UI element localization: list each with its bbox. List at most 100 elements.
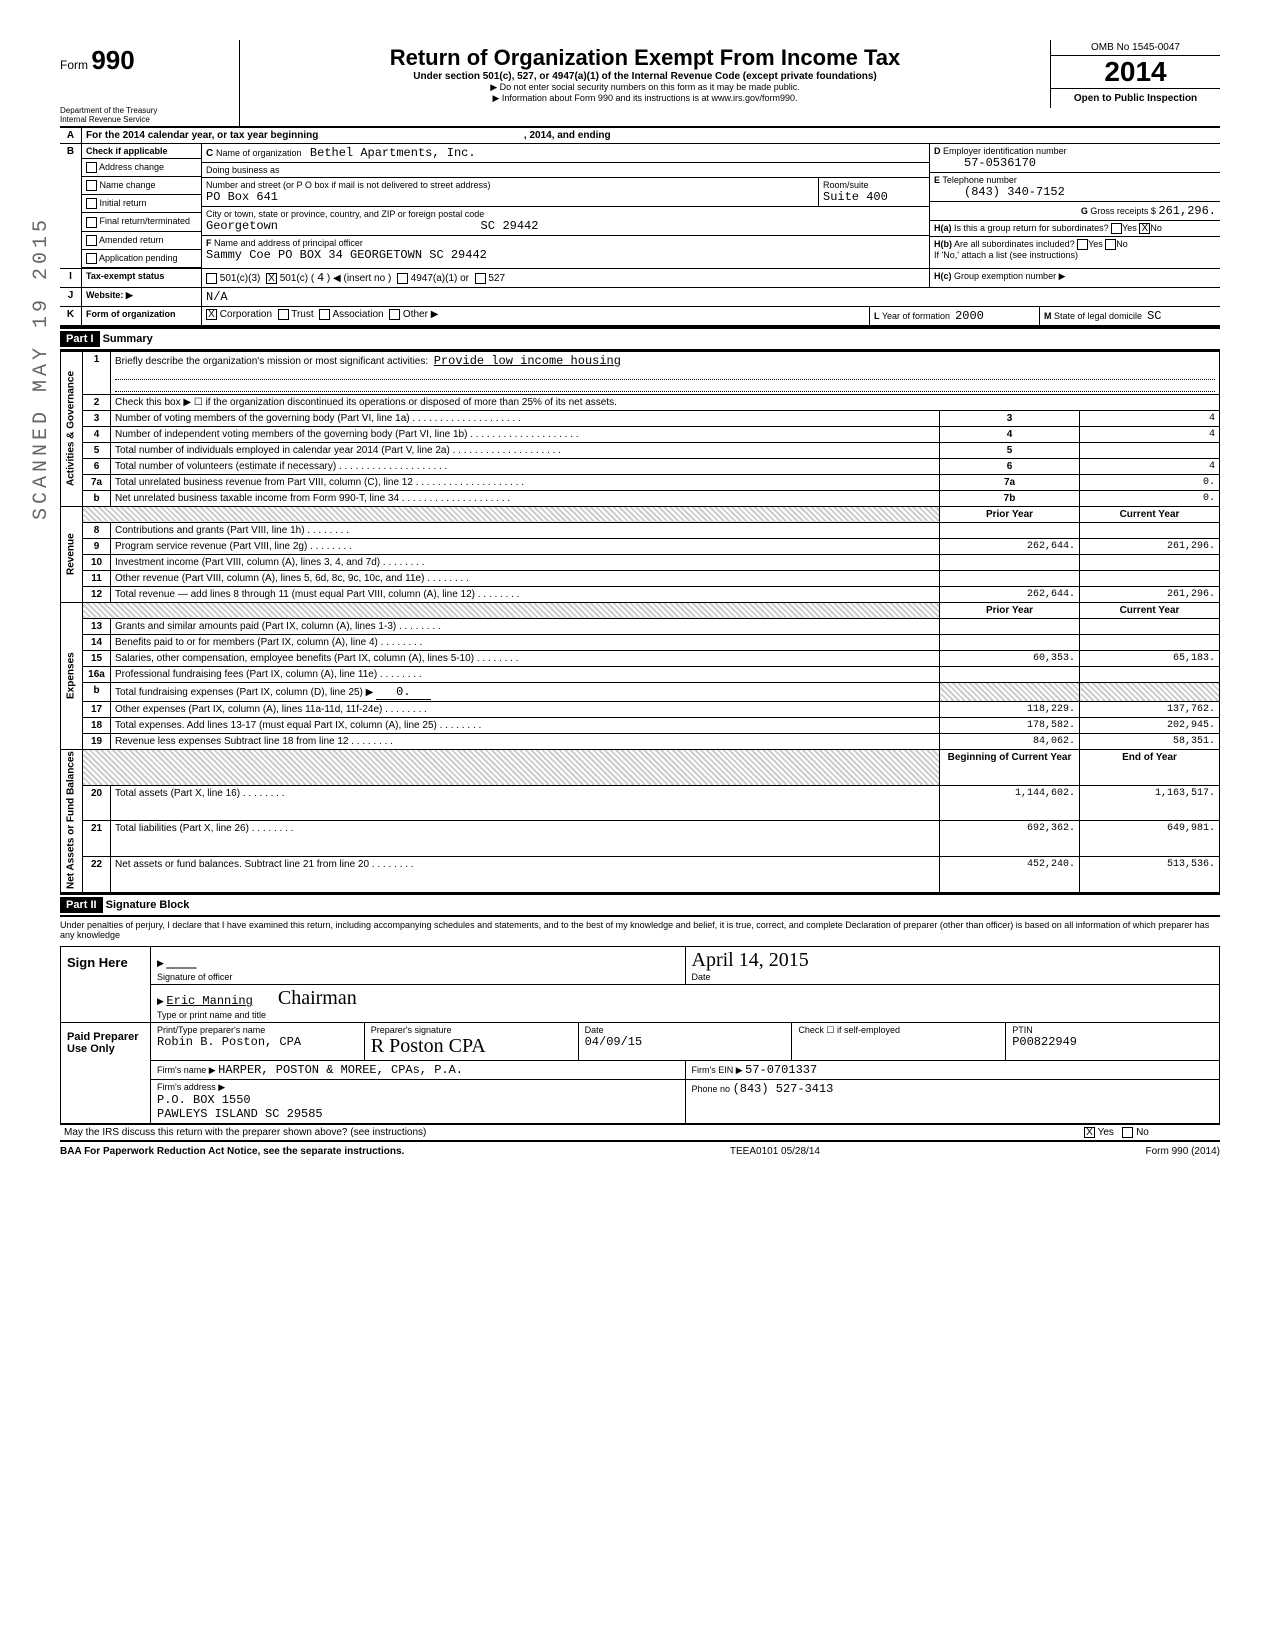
form-note2: ▶ Information about Form 990 and its ins…: [250, 93, 1040, 104]
j-label: Website: ▶: [82, 288, 202, 306]
city-label: City or town, state or province, country…: [206, 209, 484, 219]
form-header: Form 990 Department of the Treasury Inte…: [60, 40, 1220, 128]
part2-head: Part II: [60, 897, 103, 913]
org-room: Suite 400: [823, 190, 888, 204]
527-checkbox[interactable]: [475, 273, 486, 284]
signature-block: Sign Here ▶ ___ Signature of officer Apr…: [60, 946, 1220, 1125]
date-label: Date: [692, 972, 711, 982]
preparer-name: Robin B. Poston, CPA: [157, 1035, 301, 1049]
prep-name-label: Print/Type preparer's name: [157, 1025, 265, 1035]
phone-label: Phone no: [692, 1084, 731, 1094]
line-a-text: For the 2014 calendar year, or tax year …: [86, 130, 318, 141]
501c3-checkbox[interactable]: [206, 273, 217, 284]
website: N/A: [202, 288, 1220, 306]
officer-signature: ___: [166, 949, 196, 971]
form-number: Form 990: [60, 45, 231, 76]
form-year: 2014: [1051, 56, 1220, 89]
check-amended-return[interactable]: Amended return: [82, 232, 201, 250]
discuss-no-checkbox[interactable]: [1122, 1127, 1133, 1138]
corp-checkbox[interactable]: X: [206, 309, 217, 320]
self-employed-check: Check ☐ if self-employed: [792, 1023, 1006, 1060]
check-final-return-terminated[interactable]: Final return/terminated: [82, 213, 201, 231]
firm-phone: (843) 527-3413: [733, 1082, 834, 1096]
org-state: SC: [481, 219, 495, 233]
hc-text: Group exemption number ▶: [954, 271, 1065, 281]
scanned-stamp: SCANNED MAY 19 2015: [30, 216, 53, 520]
check-initial-return[interactable]: Initial return: [82, 195, 201, 213]
hb-note: If 'No,' attach a list (see instructions…: [934, 250, 1078, 260]
g-label: Gross receipts $: [1090, 206, 1156, 216]
perjury-declaration: Under penalties of perjury, I declare th…: [60, 917, 1220, 946]
trust-checkbox[interactable]: [278, 309, 289, 320]
preparer-date: 04/09/15: [585, 1035, 643, 1049]
501c-number: 4: [317, 271, 324, 285]
hb-no-checkbox[interactable]: [1105, 239, 1116, 250]
org-city: Georgetown: [206, 219, 278, 233]
ptin: P00822949: [1012, 1035, 1077, 1049]
other-checkbox[interactable]: [389, 309, 400, 320]
check-application-pending[interactable]: Application pending: [82, 250, 201, 268]
officer-title: Chairman: [278, 987, 357, 1009]
line-a-mid: , 2014, and ending: [524, 130, 611, 141]
501c-checkbox[interactable]: X: [266, 273, 277, 284]
check-address-change[interactable]: Address change: [82, 159, 201, 177]
ha-text: Is this a group return for subordinates?: [954, 223, 1109, 233]
k-label: Form of organization: [82, 307, 202, 325]
org-name: Bethel Apartments, Inc.: [310, 146, 476, 160]
org-street: PO Box 641: [206, 190, 278, 204]
part2-title: Signature Block: [106, 899, 190, 911]
c-name-label: Name of organization: [216, 148, 302, 158]
phone: (843) 340-7152: [964, 185, 1065, 199]
state-domicile: SC: [1147, 309, 1161, 323]
dba-label: Doing business as: [202, 163, 929, 178]
discuss-yes-checkbox[interactable]: X: [1084, 1127, 1095, 1138]
check-name-change[interactable]: Name change: [82, 177, 201, 195]
e-label: Telephone number: [942, 175, 1017, 185]
d-label: Employer identification number: [943, 146, 1067, 156]
addr-label: Number and street (or P O box if mail is…: [206, 180, 490, 190]
ein: 57-0536170: [964, 156, 1036, 170]
form-subtitle: Under section 501(c), 527, or 4947(a)(1)…: [250, 71, 1040, 82]
sign-here-label: Sign Here: [61, 947, 151, 1022]
ha-yes-checkbox[interactable]: [1111, 223, 1122, 234]
f-label: Name and address of principal officer: [214, 238, 363, 248]
ptin-label: PTIN: [1012, 1025, 1033, 1035]
hb-yes-checkbox[interactable]: [1077, 239, 1088, 250]
prep-date-label: Date: [585, 1025, 604, 1035]
paid-preparer-label: Paid Preparer Use Only: [61, 1023, 151, 1123]
year-formation: 2000: [955, 309, 984, 323]
preparer-signature: R Poston CPA: [371, 1035, 486, 1057]
prep-sig-label: Preparer's signature: [371, 1025, 452, 1035]
open-to-public: Open to Public Inspection: [1051, 89, 1220, 108]
discuss-question: May the IRS discuss this return with the…: [60, 1125, 1080, 1140]
summary-table: Activities & Governance1Briefly describe…: [60, 351, 1220, 893]
baa-notice: BAA For Paperwork Reduction Act Notice, …: [60, 1146, 404, 1157]
ha-no-checkbox[interactable]: X: [1139, 223, 1150, 234]
form-note1: ▶ Do not enter social security numbers o…: [250, 82, 1040, 93]
line-a-label: A: [60, 128, 82, 143]
4947-checkbox[interactable]: [397, 273, 408, 284]
room-label: Room/suite: [823, 180, 869, 190]
omb-number: OMB No 1545-0047: [1051, 40, 1220, 56]
assoc-checkbox[interactable]: [319, 309, 330, 320]
dept-treasury: Department of the Treasury Internal Reve…: [60, 106, 231, 124]
i-label: Tax-exempt status: [82, 269, 202, 287]
part1-title: Summary: [103, 333, 153, 345]
footer-code: TEEA0101 05/28/14: [730, 1146, 820, 1157]
check-applicable-header: Check if applicable: [82, 144, 201, 159]
type-print-label: Type or print name and title: [157, 1010, 266, 1020]
form-title: Return of Organization Exempt From Incom…: [250, 45, 1040, 71]
part1-head: Part I: [60, 331, 100, 347]
org-zip: 29442: [502, 219, 538, 233]
officer-typed-name: Eric Manning: [166, 994, 252, 1008]
firm-ein: 57-0701337: [745, 1063, 817, 1077]
firm-addr-label: Firm's address ▶: [157, 1082, 225, 1092]
m-label: State of legal domicile: [1054, 311, 1142, 321]
sig-officer-label: Signature of officer: [157, 972, 232, 982]
firm-name-label: Firm's name ▶: [157, 1065, 216, 1075]
l-label: Year of formation: [882, 311, 950, 321]
footer-form: Form 990 (2014): [1146, 1146, 1220, 1157]
firm-ein-label: Firm's EIN ▶: [692, 1065, 743, 1075]
gross-receipts: 261,296.: [1158, 204, 1216, 218]
principal-officer: Sammy Coe PO BOX 34 GEORGETOWN SC 29442: [206, 248, 487, 262]
